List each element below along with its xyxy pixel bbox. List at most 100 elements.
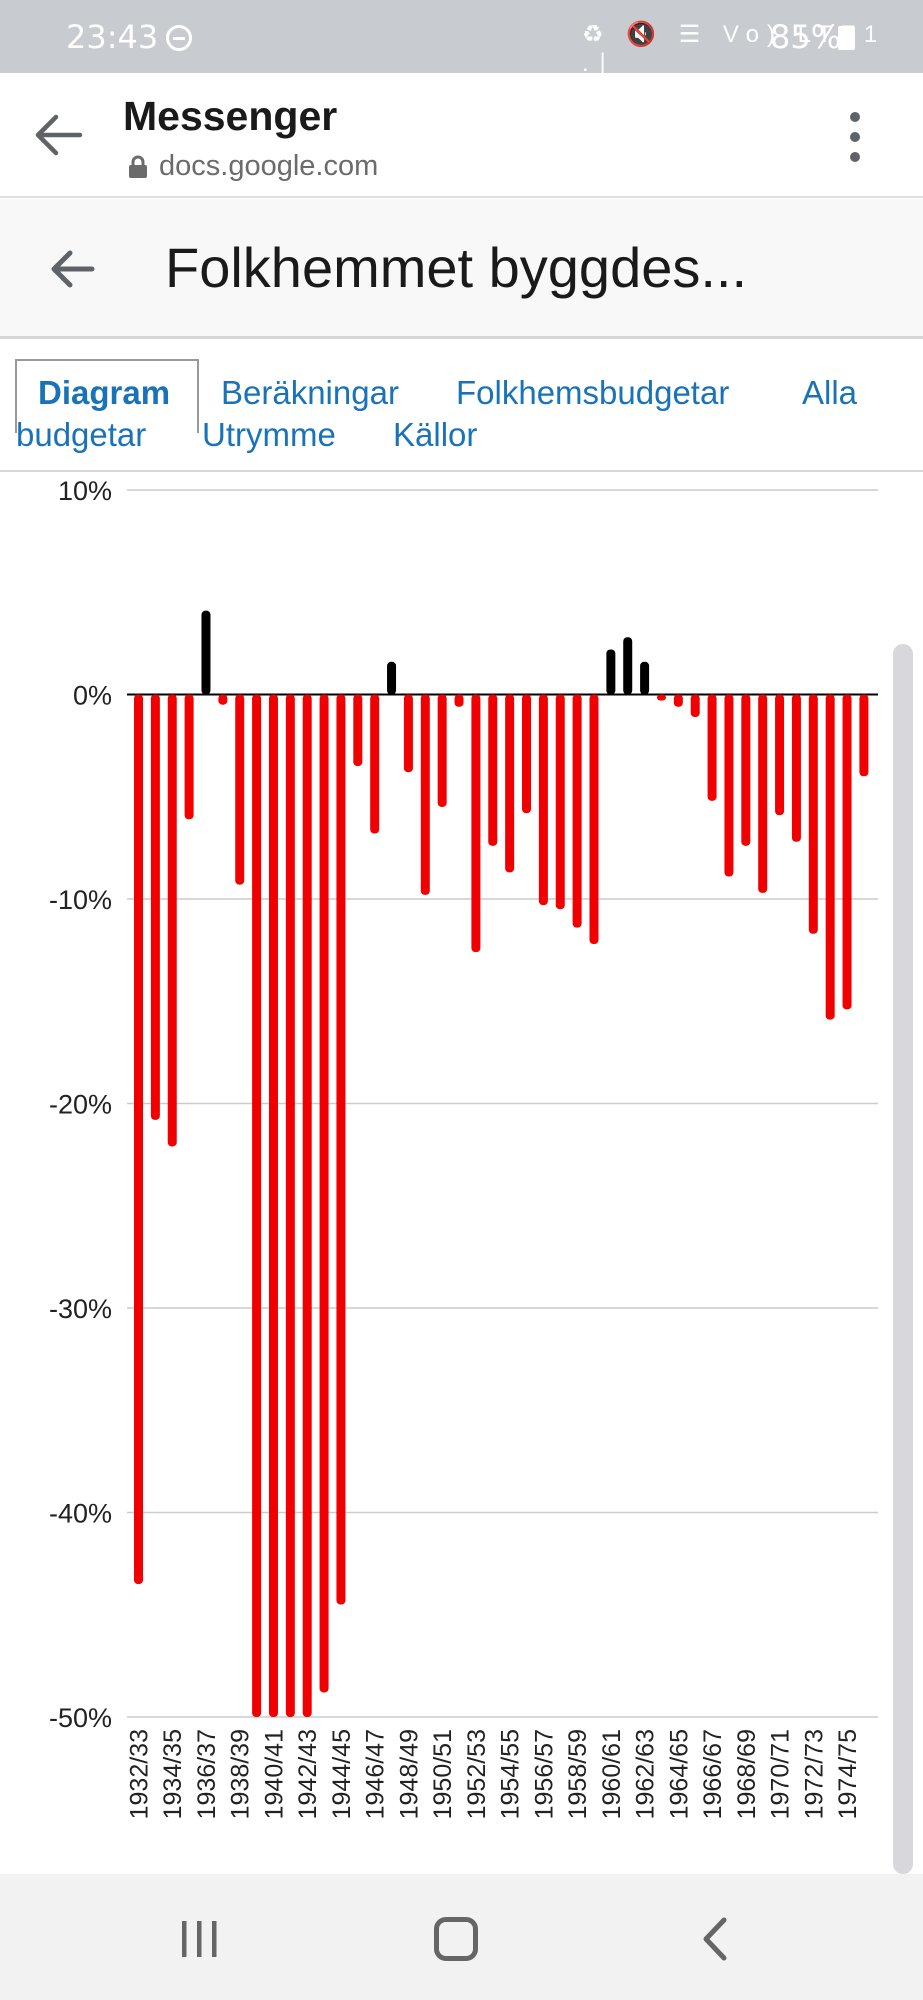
app-bar: Messenger docs.google.com [0, 73, 923, 198]
bar [184, 694, 194, 820]
more-options-icon[interactable] [848, 109, 862, 165]
battery-icon [838, 26, 855, 50]
y-tick-label: 10% [58, 476, 112, 506]
tab-berakningar[interactable]: Beräkningar [221, 374, 399, 411]
sheet-tabs: Diagram Beräkningar Folkhemsbudgetar All… [0, 342, 923, 472]
home-icon[interactable] [434, 1917, 478, 1961]
status-time: 23:43 [66, 18, 159, 56]
recent-apps-icon[interactable] [180, 1919, 220, 1959]
bar [201, 610, 211, 695]
bar [522, 694, 532, 814]
x-tick-label: 1962/63 [632, 1729, 660, 1819]
bar [623, 637, 633, 695]
bar [791, 694, 801, 842]
bar [285, 694, 295, 1717]
back-arrow-icon[interactable] [30, 107, 86, 163]
bar [572, 694, 582, 928]
bar [252, 694, 262, 1717]
bar [437, 694, 447, 807]
y-tick-label: -50% [49, 1703, 112, 1733]
bar [420, 694, 430, 895]
tab-alla-budgetar[interactable]: Alla [802, 374, 858, 411]
x-tick-label: 1956/57 [530, 1729, 558, 1819]
bar [488, 694, 498, 846]
bar [555, 694, 565, 910]
x-tick-label: 1940/41 [260, 1729, 288, 1819]
bar [775, 694, 785, 816]
page-url: docs.google.com [159, 150, 379, 182]
lock-icon [129, 155, 147, 178]
bar [505, 694, 515, 873]
bar [589, 694, 599, 944]
tab-kallor[interactable]: Källor [393, 416, 478, 453]
tab-diagram[interactable]: Diagram [38, 374, 171, 411]
bar [673, 694, 683, 707]
app-title: Messenger [123, 93, 338, 139]
do-not-disturb-icon [166, 25, 192, 51]
x-tick-label: 1964/65 [665, 1729, 693, 1819]
bar [150, 694, 160, 1120]
budget-balance-chart: 10%0%-10%-20%-30%-40%-50%1932/33 1934/35 1… [49, 476, 878, 1819]
x-tick-label: 1972/73 [800, 1729, 828, 1819]
status-icons: ♻ 🔇 ☰ Vo) LTE1 .∣ [582, 21, 886, 77]
y-tick-label: 0% [73, 681, 112, 711]
x-tick-label: 1974/75 [834, 1729, 862, 1819]
bar [825, 694, 835, 1020]
x-tick-label: 1946/47 [362, 1729, 390, 1819]
y-tick-label: -10% [49, 885, 112, 915]
battery-level: 85% [770, 18, 842, 56]
bar [268, 694, 278, 1717]
navigation-bar [0, 1874, 923, 2000]
tab-alla-budgetar-cont[interactable]: budgetar [16, 416, 147, 453]
chart-area: 10% 0% -10% -20% -30% -40% -50% 1932/33 1934/35 1… [0, 474, 923, 1874]
bar [808, 694, 818, 934]
bar [471, 694, 481, 953]
x-tick-label: 1968/69 [733, 1729, 761, 1819]
tab-folkhemsbudgetar[interactable]: Folkhemsbudgetar [456, 374, 730, 411]
bar [403, 694, 413, 773]
nav-back-icon[interactable] [700, 1916, 730, 1962]
bar [387, 661, 397, 695]
x-tick-label: 1954/55 [497, 1729, 525, 1819]
scrollbar[interactable] [893, 644, 913, 1874]
x-tick-label: 1944/45 [328, 1729, 356, 1819]
bar [690, 694, 700, 717]
bar [167, 694, 177, 1147]
active-tab-frame [15, 359, 199, 433]
bar [707, 694, 717, 801]
x-tick-label: 1966/67 [699, 1729, 727, 1819]
bar [724, 694, 734, 877]
bar [741, 694, 751, 846]
bar [134, 694, 143, 1585]
x-tick-label: 1942/43 [294, 1729, 322, 1819]
bar [370, 694, 380, 834]
bar [859, 694, 869, 777]
x-tick-label: 1932/33 [126, 1729, 154, 1819]
y-tick-label: -40% [49, 1499, 112, 1529]
bar [640, 661, 650, 695]
bar [319, 694, 329, 1693]
y-tick-label: -30% [49, 1294, 112, 1324]
x-tick-label: 1950/51 [429, 1729, 457, 1819]
bar [353, 694, 363, 767]
y-tick-label: -20% [49, 1090, 112, 1120]
bar [606, 649, 616, 695]
back-arrow-icon[interactable] [46, 243, 98, 295]
x-tick-label: 1948/49 [395, 1729, 423, 1819]
document-title: Folkhemmet byggdes... [165, 236, 748, 299]
bar [302, 694, 312, 1717]
x-tick-label: 1958/59 [564, 1729, 592, 1819]
tab-utrymme[interactable]: Utrymme [202, 416, 336, 453]
bar [842, 694, 852, 1010]
bar [235, 694, 245, 885]
x-tick-label: 1936/37 [193, 1729, 221, 1819]
bar [538, 694, 548, 906]
x-tick-label: 1952/53 [463, 1729, 491, 1819]
x-tick-label: 1934/35 [159, 1729, 187, 1819]
document-header: Folkhemmet byggdes... [0, 199, 923, 339]
bar [656, 694, 666, 701]
x-tick-label: 1970/71 [767, 1729, 795, 1819]
bar [758, 694, 768, 893]
status-bar: 23:43 ♻ 🔇 ☰ Vo) LTE1 .∣ 85% [0, 0, 923, 77]
bar [336, 694, 346, 1605]
